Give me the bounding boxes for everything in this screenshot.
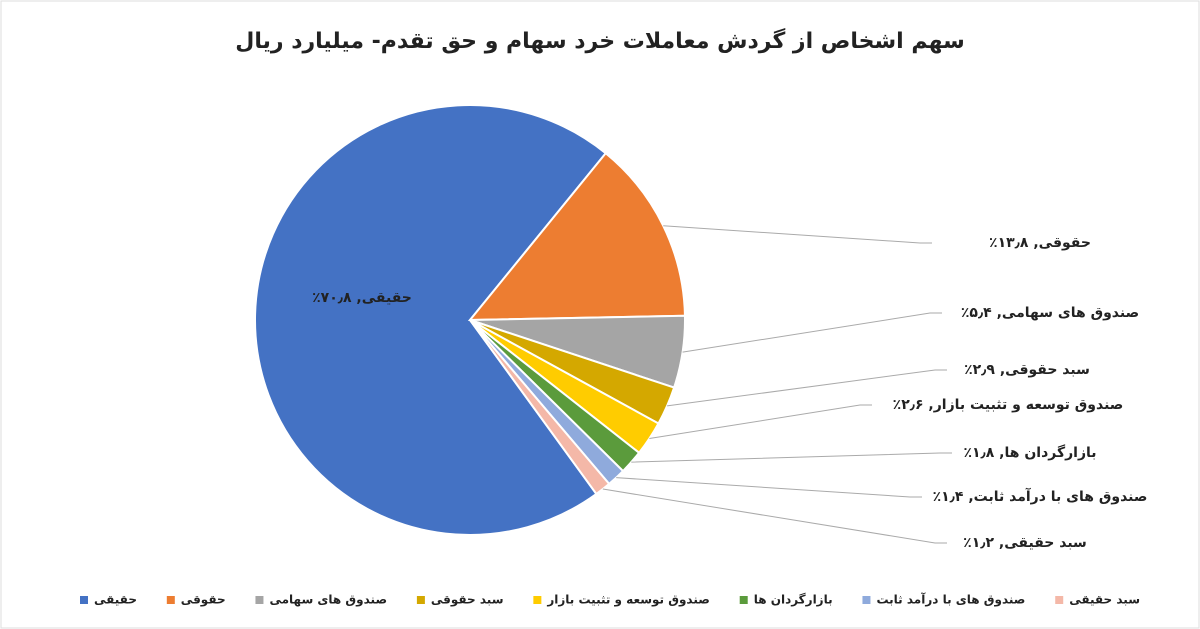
legend-label: صندوق توسعه و تثبیت بازار xyxy=(546,593,710,608)
data-label: حقوقی, ۱۳٫۸٪ xyxy=(989,235,1091,251)
data-label: صندوق های سهامی, ۵٫۴٪ xyxy=(961,305,1139,321)
legend-marker xyxy=(739,596,748,604)
legend-label: حقیقی xyxy=(94,593,137,607)
legend-marker xyxy=(166,596,175,604)
data-label: سبد حقیقی, ۱٫۲٪ xyxy=(963,535,1087,551)
leader-line xyxy=(663,225,932,244)
legend-label: صندوق های سهامی xyxy=(269,593,387,608)
legend-label: سبد حقوقی xyxy=(431,593,504,608)
leader-line xyxy=(602,488,947,544)
legend-marker xyxy=(1055,596,1064,604)
chart-title: سهم اشخاص از گردش معاملات خرد سهام و حق … xyxy=(235,27,964,54)
legend-label: صندوق های با درآمد ثابت xyxy=(876,592,1025,608)
pie-slice xyxy=(254,104,608,536)
data-label: حقیقی, ۷۰٫۸٪ xyxy=(312,290,412,306)
legend-marker xyxy=(416,596,425,604)
data-label: بازارگردان ها, ۱٫۸٪ xyxy=(963,444,1096,461)
data-label: صندوق های با درآمد ثابت, ۱٫۴٪ xyxy=(933,487,1148,505)
data-label: صندوق توسعه و تثبیت بازار, ۲٫۶٪ xyxy=(893,397,1124,413)
pie-slice xyxy=(469,319,611,496)
leader-line xyxy=(631,452,952,463)
data-label: سبد حقوقی, ۲٫۹٪ xyxy=(964,362,1090,378)
legend-marker xyxy=(862,596,871,604)
legend-label: سبد حقیقی xyxy=(1069,593,1140,607)
legend-label: حقوقی xyxy=(181,593,226,608)
legend-marker xyxy=(255,596,264,604)
legend-marker xyxy=(533,596,542,604)
leader-line xyxy=(616,477,922,498)
legend-marker xyxy=(80,596,88,604)
leader-line xyxy=(682,312,942,353)
legend-label: بازارگردان ها xyxy=(754,593,833,607)
leader-line xyxy=(667,369,947,407)
leader-line xyxy=(649,404,872,440)
